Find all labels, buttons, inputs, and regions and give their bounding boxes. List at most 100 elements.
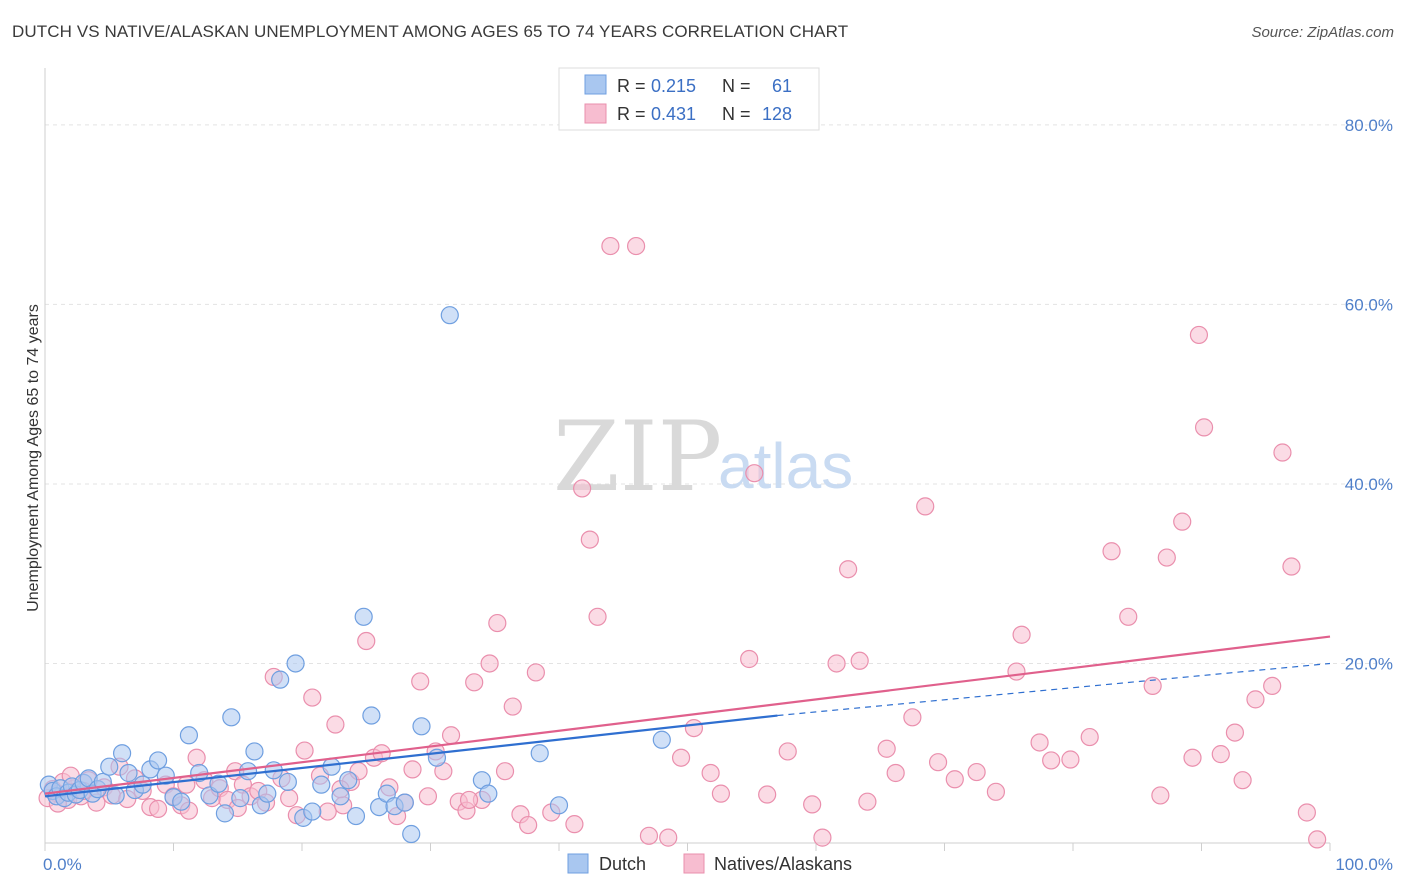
dutch-point bbox=[106, 786, 125, 805]
chart-title: DUTCH VS NATIVE/ALASKAN UNEMPLOYMENT AMO… bbox=[12, 22, 849, 41]
native-point bbox=[580, 530, 599, 549]
native-point bbox=[519, 815, 538, 835]
native-point bbox=[1061, 750, 1080, 769]
native-point bbox=[1119, 607, 1138, 626]
native-point bbox=[1151, 786, 1170, 805]
native-point bbox=[573, 479, 592, 498]
dutch-point bbox=[331, 787, 350, 806]
native-point bbox=[465, 673, 484, 692]
native-point bbox=[565, 815, 584, 834]
legend-n-value-native: 128 bbox=[762, 104, 792, 124]
native-point bbox=[187, 748, 206, 767]
native-point bbox=[1194, 418, 1214, 437]
native-point bbox=[441, 726, 461, 745]
native-point bbox=[526, 663, 545, 682]
legend-swatch-native bbox=[584, 103, 607, 124]
dutch-point bbox=[258, 784, 277, 803]
native-point bbox=[303, 688, 322, 707]
native-point bbox=[1246, 690, 1265, 709]
dutch-point bbox=[362, 706, 381, 725]
native-point bbox=[813, 828, 832, 847]
dutch-point bbox=[312, 775, 331, 794]
native-point bbox=[916, 497, 935, 516]
native-point bbox=[1225, 723, 1245, 742]
dutch-point bbox=[172, 792, 191, 811]
native-point bbox=[701, 763, 720, 783]
gridlines bbox=[45, 124, 1392, 664]
native-point bbox=[827, 654, 846, 673]
native-point bbox=[778, 742, 797, 761]
dutch-point bbox=[222, 708, 241, 727]
legend-r-label-native: R = bbox=[617, 104, 646, 124]
trendlines bbox=[44, 635, 1331, 798]
dutch-point bbox=[148, 751, 168, 770]
native-point bbox=[1012, 625, 1031, 644]
native-point bbox=[903, 708, 922, 727]
legend-r-value-native: 0.431 bbox=[651, 104, 696, 124]
native-point bbox=[711, 784, 731, 803]
dutch-point bbox=[112, 744, 132, 763]
legend-swatch-dutch bbox=[584, 74, 607, 95]
native-point bbox=[1211, 745, 1230, 764]
dutch-points bbox=[39, 306, 671, 844]
native-point bbox=[945, 770, 964, 789]
source-label: Source: ZipAtlas.com bbox=[1251, 24, 1394, 41]
dutch-point bbox=[412, 717, 431, 736]
bottom-legend-swatch-native bbox=[683, 853, 705, 874]
native-point bbox=[639, 826, 659, 845]
native-point bbox=[318, 802, 337, 821]
dutch-point bbox=[278, 772, 297, 792]
native-point bbox=[839, 560, 858, 579]
native-point bbox=[745, 464, 764, 483]
dutch-point bbox=[209, 774, 228, 793]
dutch-point bbox=[119, 763, 138, 783]
native-point bbox=[1263, 676, 1282, 696]
dutch-point bbox=[402, 824, 421, 844]
native-points bbox=[38, 236, 1327, 849]
dutch-point bbox=[652, 730, 671, 749]
native-point bbox=[495, 762, 515, 781]
native-point bbox=[1297, 803, 1316, 822]
native-point bbox=[480, 654, 499, 673]
native-point bbox=[403, 760, 422, 779]
native-point bbox=[1143, 676, 1162, 696]
bottom-legend-label-dutch: Dutch bbox=[599, 854, 646, 874]
native-point bbox=[411, 672, 430, 691]
native-point bbox=[659, 828, 678, 847]
x-tick-label: 100.0% bbox=[1335, 855, 1393, 874]
y-axis-title: Unemployment Among Ages 65 to 74 years bbox=[25, 304, 42, 612]
dutch-point bbox=[179, 726, 199, 745]
native-point bbox=[280, 789, 299, 808]
native-point bbox=[1173, 512, 1192, 531]
native-trendline bbox=[44, 635, 1331, 795]
native-point bbox=[418, 787, 438, 806]
native-point bbox=[850, 651, 869, 670]
native-point bbox=[488, 613, 507, 633]
bottom-legend: Dutch Natives/Alaskans bbox=[567, 853, 852, 874]
native-point bbox=[1189, 325, 1209, 345]
native-point bbox=[1273, 443, 1292, 462]
dutch-point bbox=[440, 306, 459, 325]
native-point bbox=[295, 741, 314, 760]
native-point bbox=[1157, 548, 1176, 567]
dutch-trendline-extension bbox=[777, 662, 1331, 717]
native-point bbox=[1030, 733, 1049, 752]
dutch-point bbox=[303, 802, 322, 821]
native-point bbox=[148, 799, 168, 818]
legend-r-label-dutch: R = bbox=[617, 76, 646, 96]
watermark: ZIP atlas bbox=[553, 401, 853, 513]
native-point bbox=[684, 719, 704, 738]
native-point bbox=[986, 782, 1006, 801]
dutch-point bbox=[549, 796, 569, 815]
bottom-legend-label-native: Natives/Alaskans bbox=[714, 854, 852, 874]
native-point bbox=[740, 649, 759, 669]
native-point bbox=[1282, 557, 1301, 576]
native-point bbox=[1042, 751, 1061, 770]
legend-n-label-native: N = bbox=[722, 104, 751, 124]
x-tick-label: 0.0% bbox=[43, 855, 82, 874]
native-point bbox=[1080, 727, 1099, 747]
native-point bbox=[1308, 830, 1327, 849]
native-point bbox=[626, 236, 646, 256]
native-point bbox=[1007, 662, 1026, 681]
dutch-trendline bbox=[44, 714, 778, 798]
